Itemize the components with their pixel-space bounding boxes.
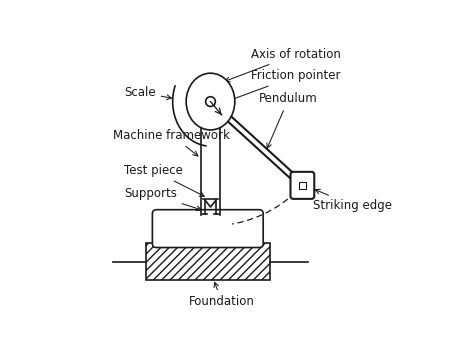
Ellipse shape [186,73,235,130]
Text: Axis of rotation: Axis of rotation [225,48,341,82]
Text: Foundation: Foundation [189,282,255,308]
Text: Scale: Scale [124,86,172,100]
Circle shape [206,97,215,106]
Text: Friction pointer: Friction pointer [227,69,340,102]
Text: Striking edge: Striking edge [313,189,392,212]
FancyBboxPatch shape [152,210,263,247]
Text: Test piece: Test piece [124,164,204,196]
FancyBboxPatch shape [291,172,314,199]
Text: Pendulum: Pendulum [259,92,318,148]
Bar [299,181,306,189]
Text: Supports: Supports [124,187,201,211]
Bar [146,244,270,280]
Text: Machine framework: Machine framework [113,129,230,156]
